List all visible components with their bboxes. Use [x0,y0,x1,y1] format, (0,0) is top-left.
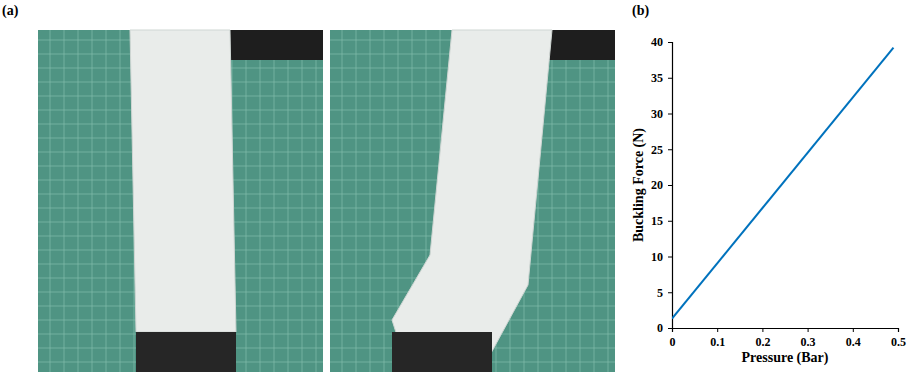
tick-mark [853,328,854,332]
tick-label: 30 [651,107,663,121]
mat-grid [330,30,615,372]
tick-mark [668,328,672,329]
mat-line [50,30,51,372]
tick-mark [668,78,672,79]
tick-label: 10 [651,250,663,264]
x-axis: 0 0.1 0.2 0.3 0.4 0.5 [670,328,907,349]
tick-mark [808,328,809,332]
tick-label: 5 [657,286,663,300]
tick-label: 0 [657,321,663,335]
tick: 0 [657,321,672,335]
axis-line [673,329,899,333]
mat-line [246,30,247,372]
mat-line [566,30,567,372]
mat-line [384,30,385,372]
tick: 5 [657,286,672,300]
axis-line [668,43,673,329]
figure: (a) (b) 0 0.1 0.2 0.3 0.4 0.5 0 5 10 15 20 25 30 35 40 Pr… [0,0,912,372]
y-axis-title: Buckling Force (N) [631,128,647,242]
tick-label: 0 [670,335,676,349]
tick-label: 0.3 [801,335,816,349]
tick-mark [668,257,672,258]
tick-label: 0.1 [710,335,725,349]
tick-mark [668,221,672,222]
plot-area [672,48,893,319]
mat-line [316,30,317,372]
tick: 0 [670,328,676,349]
tick: 0.3 [801,328,816,349]
tick-mark [668,292,672,293]
inflated-tube [130,30,236,332]
photo [330,30,615,372]
mat-line [356,30,357,372]
data-line [672,48,893,319]
tick-mark [668,114,672,115]
mat-line [106,30,107,372]
panel-label: (a) [2,3,19,19]
tick-label: 25 [651,143,663,157]
mat-line [288,30,289,372]
tick: 35 [651,71,672,85]
tick-mark [668,185,672,186]
mat-line [370,30,371,372]
mat-line [342,30,343,372]
tick-mark [668,42,672,43]
tube-base [136,332,236,372]
mat-grid [38,30,323,372]
mat-line [120,30,121,372]
tick-mark [898,328,899,332]
tick-label: 35 [651,71,663,85]
tick-mark [668,149,672,150]
mat-line [608,30,609,372]
tick: 25 [651,143,672,157]
panel-label: (b) [632,3,649,19]
tick: 0.4 [846,328,861,349]
tick-mark [717,328,718,332]
mat-line [92,30,93,372]
mat-line [260,30,261,372]
mat-line [552,30,553,372]
x-axis-title: Pressure (Bar) [742,350,829,366]
tick-label: 40 [651,35,663,49]
tick: 0.2 [755,328,770,349]
cutting-mat [38,30,323,372]
tick: 10 [651,250,672,264]
tick-label: 0.5 [891,335,906,349]
y-axis: 0 5 10 15 20 25 30 35 40 [651,35,673,335]
tube-base [392,332,492,372]
cutting-mat [330,30,615,372]
tick-label: 15 [651,214,663,228]
tick: 20 [651,178,672,192]
photo [38,30,323,372]
mat-line [78,30,79,372]
tick: 0.1 [710,328,725,349]
tick-label: 0.4 [846,335,861,349]
inflated-tube [392,30,552,355]
tick: 30 [651,107,672,121]
mat-line [274,30,275,372]
tick: 15 [651,214,672,228]
tick-mark [762,328,763,332]
tick: 0.5 [891,328,906,349]
mat-line [302,30,303,372]
tick-label: 0.2 [755,335,770,349]
tick: 40 [651,35,672,49]
tick-label: 20 [651,178,663,192]
mat-line [594,30,595,372]
mat-line [580,30,581,372]
mat-line [64,30,65,372]
